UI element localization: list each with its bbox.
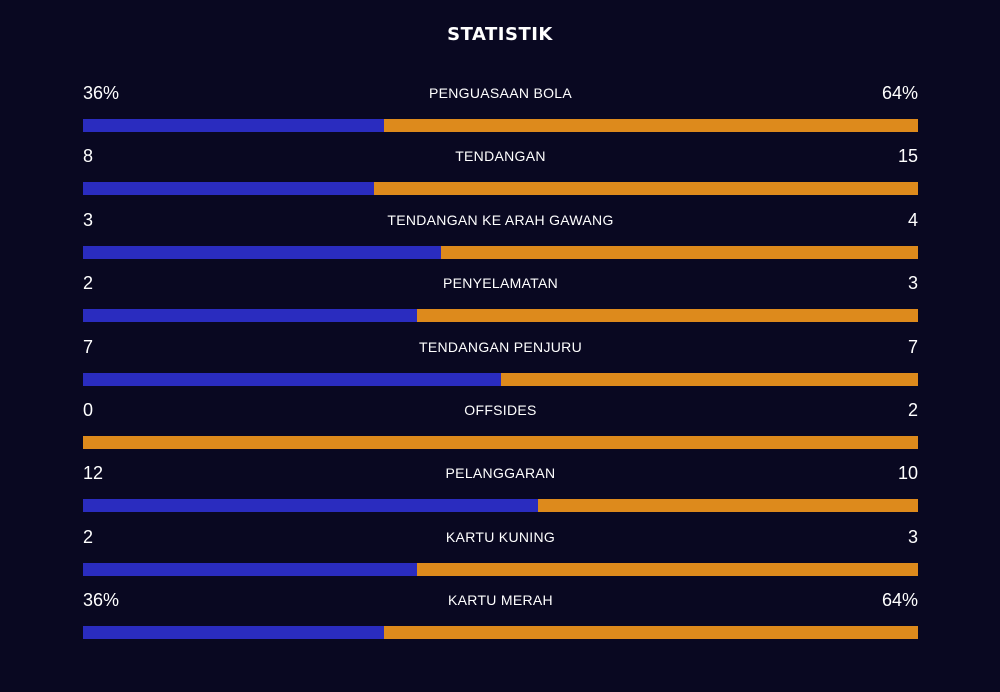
comparison-bar [83,626,918,640]
home-value: 7 [83,336,94,357]
stat-label: TENDANGAN PENJURU [418,338,582,355]
away-bar-segment [417,309,918,323]
comparison-bar [83,182,918,196]
away-value: 15 [897,146,918,167]
home-value: 2 [83,273,94,294]
away-bar-segment [373,182,918,196]
home-value: 3 [83,209,94,230]
comparison-bar [83,309,918,323]
home-value: 8 [83,146,94,167]
home-bar-segment [83,119,384,132]
comparison-bar [83,499,918,513]
stat-row-shots-on-target: 3 TENDANGAN KE ARAH GAWANG 4 [83,207,918,270]
comparison-bar [83,245,918,259]
stat-label: KARTU MERAH [448,592,553,609]
stat-row-yellow-cards: 2 KARTU KUNING 3 [83,524,918,587]
stats-list: 36% PENGUASAAN BOLA 64% 8 TENDANGAN 15 3… [83,80,918,651]
stat-row-red-cards: 36% KARTU MERAH 64% [83,587,918,650]
comparison-bar [83,119,918,132]
away-bar-segment [417,562,918,576]
away-value: 4 [907,209,918,230]
home-value: 12 [83,463,104,484]
home-bar-segment [83,626,384,640]
comparison-bar [83,562,918,576]
stat-label: TENDANGAN [455,148,546,165]
away-value: 3 [907,526,918,547]
stat-label: PELANGGARAN [445,465,556,482]
away-bar-segment [441,245,918,259]
stat-label: TENDANGAN KE ARAH GAWANG [387,211,614,228]
page-title: STATISTIK [447,24,553,45]
away-bar-segment [383,626,918,640]
home-bar-segment [83,245,442,259]
stat-row-saves: 2 PENYELAMATAN 3 [83,270,918,333]
away-bar-segment [83,435,918,449]
away-value: 64% [881,590,918,611]
home-bar-segment [83,182,374,196]
home-bar-segment [83,499,539,513]
home-value: 36% [83,83,120,103]
stat-row-corners: 7 TENDANGAN PENJURU 7 [83,334,918,397]
home-value: 2 [83,526,94,547]
stat-label: PENYELAMATAN [442,275,559,292]
stat-row-possession: 36% PENGUASAAN BOLA 64% [83,80,918,143]
stat-label: KARTU KUNING [445,528,556,545]
home-bar-segment [83,309,417,323]
home-value: 0 [83,399,94,420]
away-bar-segment [500,372,918,386]
away-bar-segment [383,119,918,132]
away-value: 10 [897,463,918,484]
away-value: 3 [907,273,918,294]
comparison-bar [83,435,918,449]
home-bar-segment [83,372,501,386]
home-bar-segment [83,562,417,576]
comparison-bar [83,372,918,386]
away-bar-segment [538,499,918,513]
stat-label: PENGUASAAN BOLA [429,85,572,101]
home-value: 36% [83,590,120,611]
stat-row-shots: 8 TENDANGAN 15 [83,143,918,206]
stat-row-fouls: 12 PELANGGARAN 10 [83,460,918,523]
away-value: 64% [881,83,918,103]
stat-row-offsides: 0 OFFSIDES 2 [83,397,918,460]
away-value: 2 [907,399,918,420]
stat-label: OFFSIDES [464,401,537,418]
away-value: 7 [907,336,918,357]
